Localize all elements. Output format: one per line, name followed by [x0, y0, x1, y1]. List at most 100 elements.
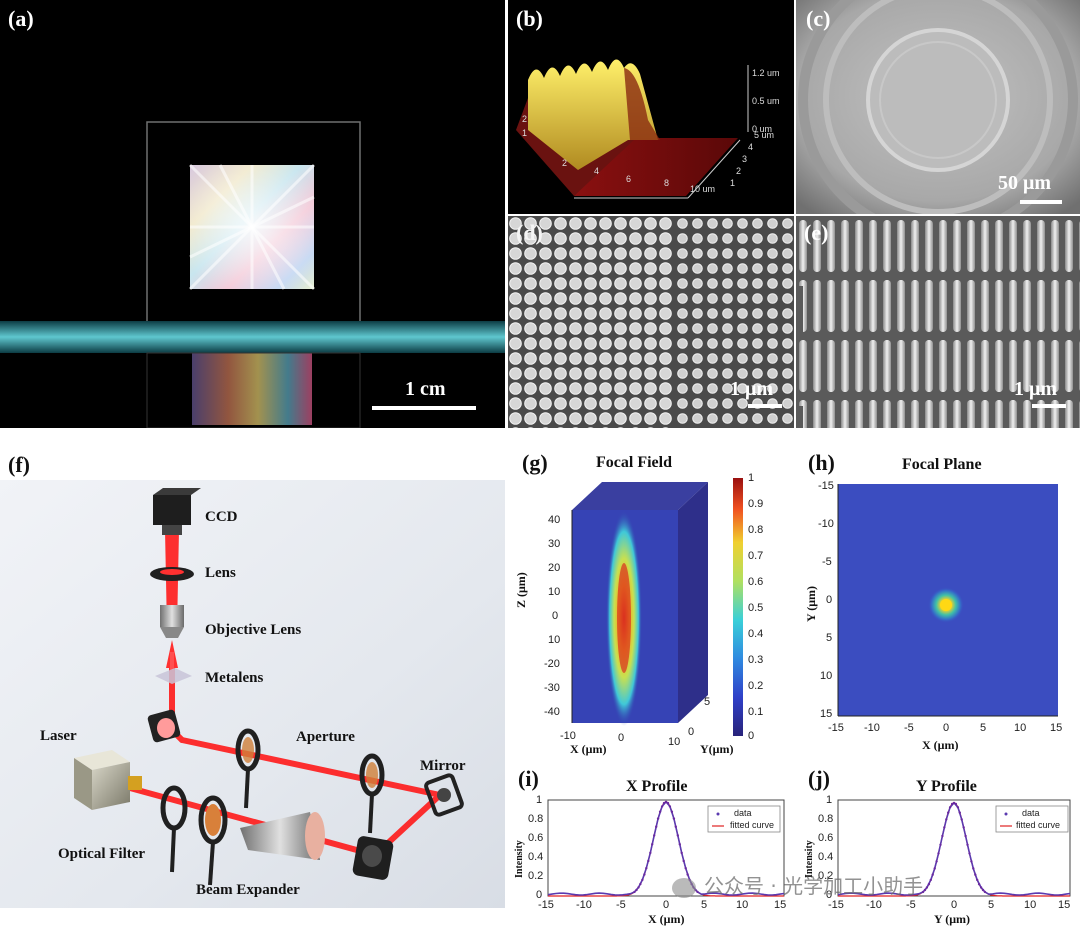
g-cbar-tick: 0.6	[748, 576, 764, 588]
i-x-tick: 10	[736, 899, 749, 911]
data-point	[958, 811, 961, 814]
data-point	[972, 867, 975, 870]
panel-d-scale-text: 1 μm	[730, 378, 773, 400]
data-point	[979, 886, 983, 889]
i-y-tick: 0.6	[528, 832, 544, 844]
focal-field-3d	[571, 478, 743, 736]
i-legend-fit: fitted curve	[730, 820, 775, 830]
data-point	[655, 825, 658, 828]
i-x-tick: 5	[701, 899, 708, 911]
data-point	[676, 834, 679, 837]
data-point	[696, 890, 699, 894]
j-y-tick: 0.2	[818, 870, 834, 882]
panel-b-label: (b)	[516, 6, 543, 31]
data-point	[947, 811, 950, 814]
component-label-metalens: Metalens	[205, 670, 264, 686]
g-z-tick: 10	[548, 634, 561, 646]
data-point	[645, 867, 648, 870]
b-y-tick: 1	[730, 178, 736, 188]
h-y-tick: -15	[818, 480, 834, 492]
j-y-tick: 0.6	[818, 832, 834, 844]
component-label-filter: Optical Filter	[58, 846, 146, 862]
data-point	[968, 852, 971, 855]
data-point	[686, 873, 689, 876]
data-point	[929, 878, 932, 882]
h-y-tick: 10	[820, 670, 833, 682]
watermark: 公众号 · 光学加工小助手	[672, 870, 923, 899]
panel-f-optical-setup: (f) CCD Lens Objective Lens Metalens Ape…	[0, 440, 505, 908]
data-point	[674, 825, 677, 828]
g-x-tick: 0	[618, 732, 625, 744]
data-point	[678, 843, 681, 846]
beam-expander-icon	[240, 812, 325, 860]
data-point	[639, 882, 642, 886]
data-point	[983, 890, 987, 894]
h-x-tick: -10	[864, 722, 880, 734]
component-label-expander: Beam Expander	[196, 882, 300, 898]
j-y-tick: 1	[826, 794, 833, 806]
data-point	[656, 817, 660, 820]
i-y-tick: 0	[536, 889, 543, 901]
g-y-tick: 5	[704, 696, 711, 708]
panel-h-focal-plane: (h) Focal Plane Y (μm) X (μm) -15 -10 -5…	[800, 440, 1080, 760]
panel-a-photo: (a) 1 cm	[0, 0, 505, 428]
g-cbar-tick: 0.7	[748, 550, 764, 562]
data-point	[933, 867, 936, 870]
g-x-tick: 10	[668, 736, 681, 748]
panel-c-label: (c)	[806, 6, 831, 31]
i-y-tick: 0.2	[528, 870, 544, 882]
b-y-tick: 5 um	[754, 130, 775, 140]
g-cbar-tick: 0.2	[748, 680, 764, 692]
laser-icon	[74, 750, 142, 810]
mirror-mount-icon	[424, 773, 464, 817]
data-point	[680, 851, 683, 855]
panel-j-y-profile: (j) Y Profile Intensity Y (μm) data fitt…	[800, 762, 1080, 930]
g-z-tick: -30	[544, 682, 560, 694]
j-legend-data: data	[1022, 808, 1040, 818]
j-x-tick: -10	[866, 899, 882, 911]
b-z-tick: 1.2 um	[752, 68, 780, 78]
panel-a-scale-bar	[372, 406, 476, 410]
data-point	[660, 805, 664, 808]
i-y-tick: 0.4	[528, 851, 544, 863]
g-cbar-tick: 0.5	[748, 602, 764, 614]
g-cbar-tick: 0.9	[748, 498, 764, 510]
g-cbar-tick: 1	[748, 472, 755, 484]
b-z-tick: 0 um	[752, 124, 773, 134]
data-point	[643, 873, 646, 876]
g-z-tick: 0	[552, 610, 559, 622]
data-point	[941, 834, 944, 838]
j-x-tick: -15	[828, 899, 844, 911]
g-cbar-tick: 0	[748, 730, 755, 742]
data-point	[943, 826, 946, 829]
g-cbar-tick: 0.3	[748, 654, 764, 666]
g-z-tick: -20	[544, 658, 560, 670]
panel-i-x-profile: (i) X Profile Intensity X (μm) data fitt…	[508, 762, 798, 930]
b-left-tick: 1	[522, 128, 528, 138]
data-point	[974, 873, 977, 876]
y-profile-data-points	[921, 801, 987, 894]
g-cbar-tick: 0.1	[748, 706, 764, 718]
g-cbar-tick: 0.8	[748, 524, 764, 536]
g-z-tick: 10	[548, 586, 561, 598]
panel-g-label: (g)	[522, 450, 548, 475]
data-point	[937, 852, 940, 855]
b-y-tick: 2	[736, 166, 742, 176]
panel-i-label: (i)	[518, 766, 539, 791]
i-legend-data: data	[734, 808, 752, 818]
b-y-tick: 3	[742, 154, 748, 164]
i-y-tick: 0.8	[528, 813, 544, 825]
h-x-tick: 10	[1014, 722, 1027, 734]
periscope-mirror-icon	[147, 709, 181, 743]
x-profile-plot	[547, 799, 785, 897]
data-point	[664, 800, 668, 804]
data-point	[641, 878, 644, 881]
h-ylabel: Y (μm)	[804, 585, 818, 622]
data-point	[960, 818, 963, 821]
panel-j-label: (j)	[808, 766, 830, 791]
pillar-array-top-view	[508, 216, 794, 428]
data-point	[662, 801, 666, 805]
panel-j-title: Y Profile	[916, 778, 977, 795]
i-x-tick: -5	[616, 899, 626, 911]
data-point	[966, 843, 969, 846]
